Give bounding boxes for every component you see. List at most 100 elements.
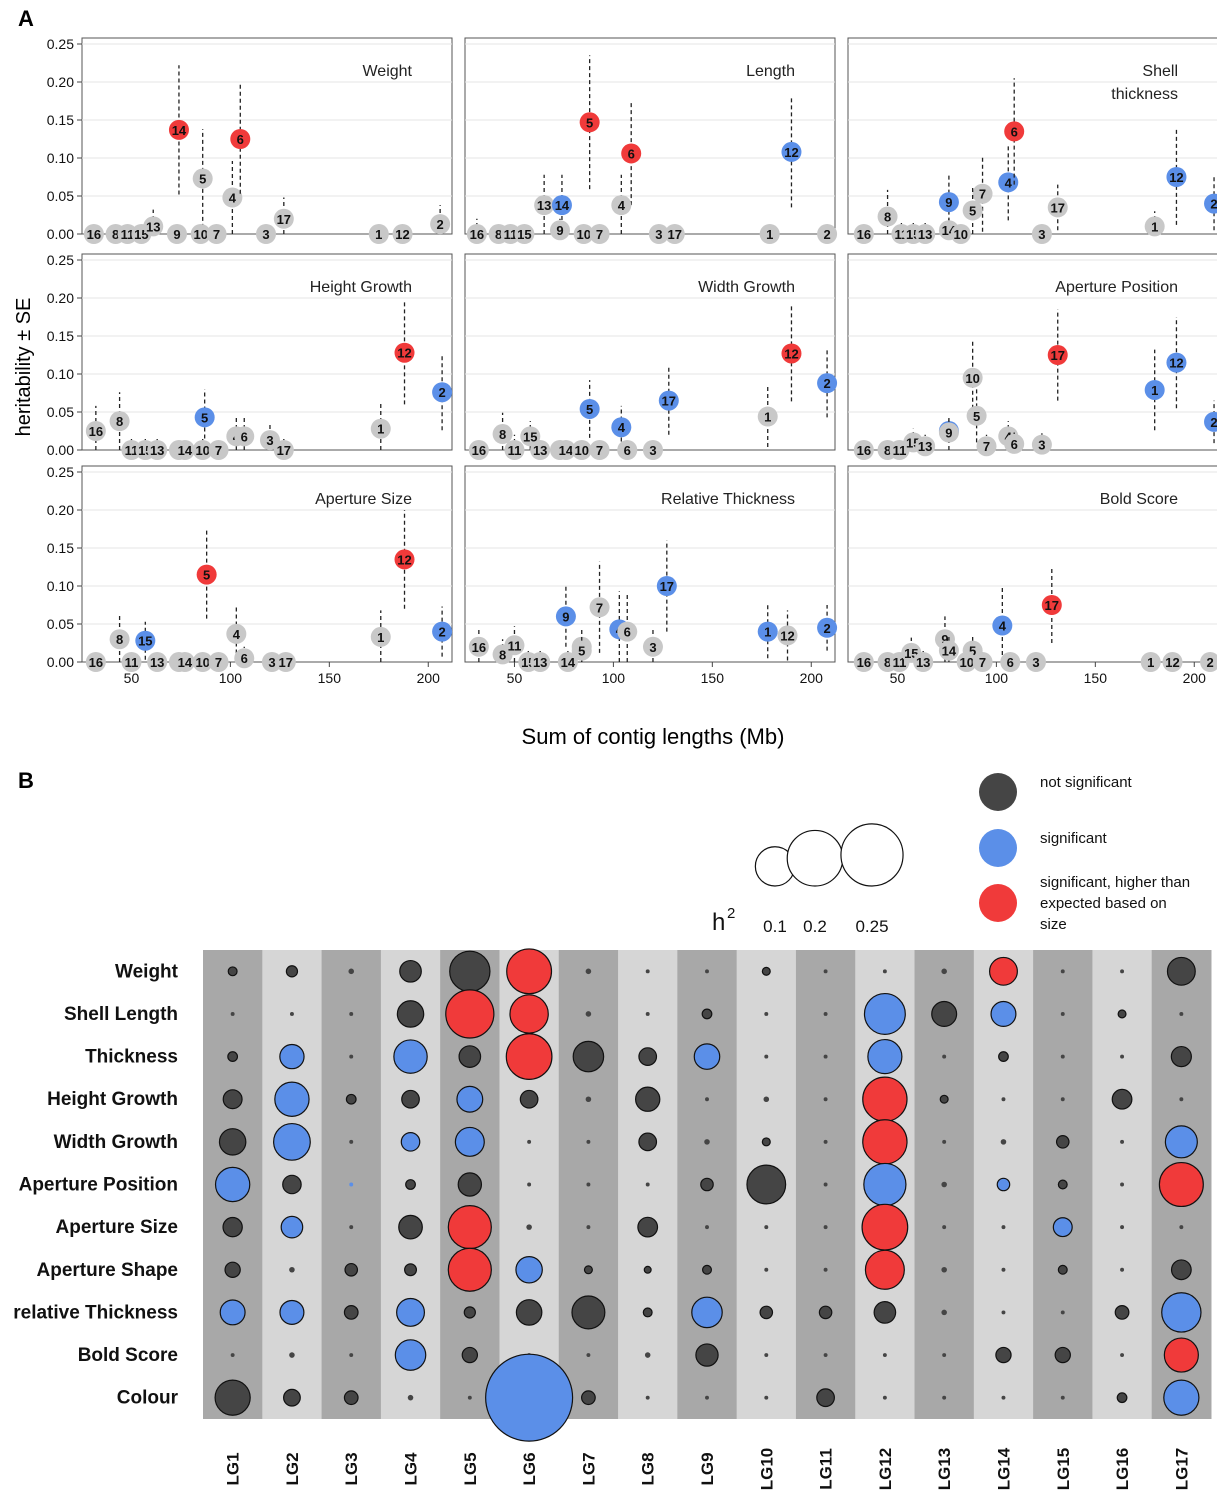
point-label: 11 (125, 443, 139, 458)
point-label: 12 (780, 628, 794, 643)
x-tick-label: 50 (890, 670, 906, 686)
point-label: 16 (472, 640, 486, 655)
point-label: 10 (193, 227, 207, 242)
bubble (988, 956, 1018, 986)
bubble (457, 1172, 483, 1197)
point-label: 13 (918, 439, 932, 454)
point-label: 10 (575, 443, 589, 458)
data-point (466, 224, 487, 244)
bubble (823, 1097, 828, 1102)
bubble (289, 1266, 295, 1273)
bubble (344, 1262, 359, 1277)
bubble (638, 1132, 658, 1152)
bubble (407, 1394, 414, 1401)
point-label: 10 (576, 227, 590, 242)
data-point (1041, 595, 1062, 615)
facet-title: Shell (1142, 63, 1178, 80)
data-point (757, 621, 778, 642)
data-point (777, 625, 798, 646)
color-legend-swatch (979, 829, 1017, 867)
bubble (1054, 1346, 1071, 1364)
data-point (147, 440, 168, 460)
data-point (648, 224, 669, 244)
point-label: 1 (1151, 383, 1158, 398)
data-point (256, 224, 277, 244)
bubble (398, 1214, 423, 1240)
point-label: 6 (241, 651, 248, 666)
point-label: 5 (199, 172, 206, 187)
point-label: 3 (1038, 438, 1045, 453)
data-point (976, 436, 997, 457)
point-label: 9 (941, 632, 948, 647)
bubble (995, 1346, 1012, 1364)
point-label: 6 (624, 625, 631, 640)
column-label: LG11 (817, 1448, 836, 1490)
bubble (1120, 1353, 1125, 1358)
bubble (823, 1054, 828, 1059)
x-tick-label: 150 (701, 670, 725, 686)
point-label: 11 (508, 638, 522, 653)
data-point (759, 224, 780, 244)
y-tick-label: 0.15 (47, 328, 74, 344)
bubble (700, 1177, 714, 1192)
data-point (1204, 411, 1217, 432)
y-tick-label: 0.20 (47, 74, 74, 90)
bubble (527, 1139, 532, 1144)
data-point (432, 621, 453, 642)
data-point (571, 640, 592, 661)
column-label: LG9 (698, 1452, 717, 1485)
bubble (572, 1040, 605, 1073)
point-label: 1 (764, 410, 771, 425)
point-label: 6 (628, 146, 635, 161)
bubble (759, 1305, 774, 1320)
x-tick-label: 100 (985, 670, 1009, 686)
point-label: 3 (262, 227, 269, 242)
point-label: 17 (277, 212, 291, 227)
point-label: 3 (655, 227, 662, 242)
bubble (816, 1388, 835, 1408)
bubble (1120, 1139, 1125, 1144)
point-label: 13 (533, 443, 547, 458)
bubble (1161, 1292, 1202, 1333)
x-tick-label: 150 (318, 670, 342, 686)
data-point (166, 224, 187, 244)
point-label: 17 (660, 579, 674, 594)
point-label: 6 (241, 429, 248, 444)
data-point (551, 195, 572, 216)
point-label: 16 (857, 443, 871, 458)
data-point (273, 208, 294, 229)
point-label: 3 (1038, 227, 1045, 242)
point-label: 5 (969, 203, 976, 218)
data-point (557, 652, 578, 672)
data-point (621, 143, 642, 164)
column-label: LG6 (520, 1452, 539, 1485)
bubble (214, 1379, 251, 1416)
bubble (283, 1388, 301, 1407)
data-point (370, 626, 391, 647)
bubble (637, 1216, 659, 1238)
bubble (585, 1096, 592, 1103)
point-label: 4 (618, 198, 626, 213)
bubble (289, 1352, 295, 1358)
column-label: LG3 (342, 1452, 361, 1485)
data-point (259, 430, 280, 451)
bubble (638, 1047, 658, 1066)
point-label: 2 (438, 625, 445, 640)
data-point (962, 367, 983, 388)
data-point (394, 342, 415, 363)
bubble (764, 1353, 769, 1358)
color-legend-label: size (1040, 916, 1067, 933)
point-label: 3 (1032, 655, 1039, 670)
bubble (882, 1395, 887, 1400)
data-point (194, 407, 215, 428)
data-point (168, 119, 189, 140)
data-point (1166, 167, 1187, 187)
size-legend-label: 0.25 (855, 917, 888, 936)
bubble (349, 1353, 354, 1358)
facet-title: Aperture Position (1055, 279, 1178, 296)
bubble (527, 1182, 532, 1187)
panel-b-label: B (18, 768, 34, 793)
point-label: 4 (229, 191, 237, 206)
bubble (586, 1353, 591, 1358)
bubble (230, 1011, 235, 1016)
